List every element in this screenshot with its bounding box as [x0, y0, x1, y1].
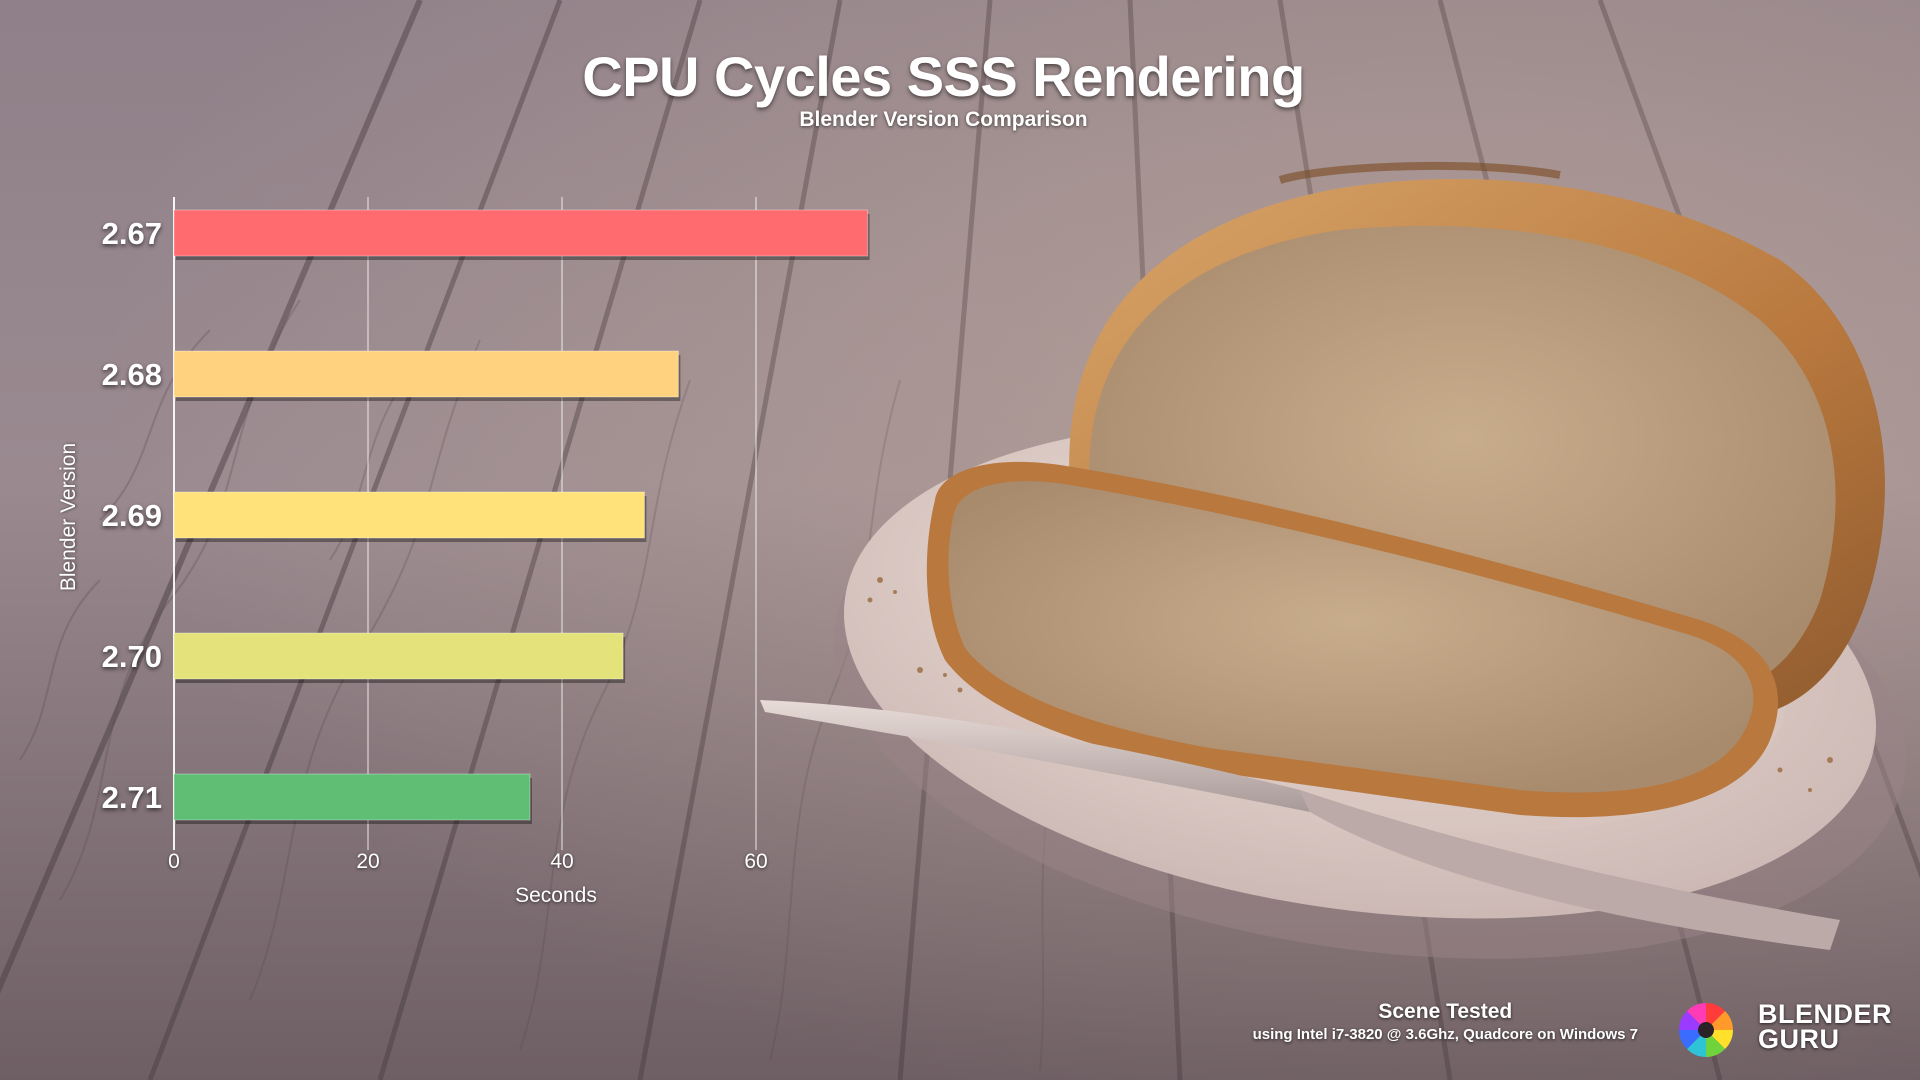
- x-tick-label: 60: [744, 850, 767, 873]
- logo-wordmark: BLENDER GURU: [1758, 999, 1893, 1054]
- category-label: 2.68: [102, 357, 162, 392]
- blender-guru-logo: BLENDER GURU: [1668, 1000, 1908, 1060]
- logo-line-2: GURU: [1758, 1024, 1840, 1054]
- x-tick-label: 20: [356, 850, 379, 873]
- bar-2.70: [173, 632, 624, 680]
- x-tick-labels: 0 20 40 60: [168, 850, 768, 873]
- crumbs: [867, 577, 1833, 792]
- bar-2.71: [173, 773, 531, 821]
- bread-slice: [926, 461, 1779, 818]
- scene-info-subtitle: using Intel i7-3820 @ 3.6Ghz, Quadcore o…: [1252, 1026, 1638, 1043]
- bars: [173, 209, 870, 824]
- category-label: 2.67: [102, 216, 162, 251]
- bar-2.69: [173, 491, 645, 539]
- category-labels: 2.67 2.68 2.69 2.70 2.71: [102, 216, 162, 815]
- bar-2.68: [173, 350, 679, 398]
- x-tick-label: 0: [168, 850, 180, 873]
- rainbow-swirl-icon: [1679, 1003, 1733, 1057]
- chart-subtitle: Blender Version Comparison: [799, 108, 1088, 131]
- knife: [760, 700, 1840, 950]
- y-axis-label: Blender Version: [57, 443, 80, 591]
- category-label: 2.70: [102, 639, 162, 674]
- chart-title: CPU Cycles SSS Rendering: [582, 45, 1305, 108]
- x-axis-label: Seconds: [515, 884, 597, 907]
- logo-line-1: BLENDER: [1758, 999, 1893, 1029]
- category-label: 2.69: [102, 498, 162, 533]
- scene-info-title: Scene Tested: [1378, 1000, 1513, 1023]
- category-label: 2.71: [102, 780, 162, 815]
- bar-2.67: [173, 209, 869, 257]
- scene-info: Scene Tested using Intel i7-3820 @ 3.6Gh…: [1253, 1000, 1638, 1043]
- x-tick-label: 40: [550, 850, 573, 873]
